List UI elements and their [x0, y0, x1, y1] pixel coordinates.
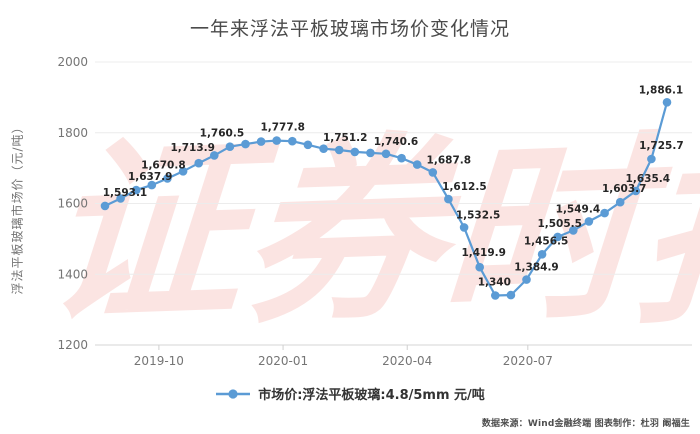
price-series-line [103, 101, 669, 297]
data-point [350, 147, 360, 157]
data-point [506, 290, 516, 300]
data-point [131, 185, 141, 195]
data-point [288, 136, 297, 146]
data-point [381, 149, 391, 159]
data-point [397, 153, 406, 163]
data-point [584, 217, 594, 226]
data-label: 1,456.5 [524, 235, 569, 247]
y-tick-label: 1400 [57, 267, 88, 281]
y-tick-label: 2000 [57, 55, 88, 69]
legend-line-marker-icon [216, 388, 251, 399]
data-label: 1,740.6 [374, 136, 419, 148]
data-point [600, 208, 609, 218]
data-point [178, 167, 188, 176]
data-point [491, 291, 500, 300]
data-point [553, 232, 562, 242]
data-point [319, 144, 328, 153]
data-label: 1,593.1 [103, 187, 148, 199]
y-tick-label: 1200 [57, 338, 88, 352]
data-point [303, 140, 313, 150]
data-point [334, 145, 344, 155]
data-point [225, 142, 235, 151]
y-tick-label: 1600 [57, 197, 88, 211]
data-label: 1,419.9 [461, 247, 506, 259]
data-point [537, 250, 547, 259]
chart-title: 一年来浮法平板玻璃市场价变化情况 [189, 18, 510, 40]
x-tick-label: 2020-07 [503, 354, 553, 368]
data-label: 1,532.5 [456, 209, 501, 221]
data-label: 1,687.8 [427, 154, 472, 166]
data-point [522, 275, 531, 284]
data-label: 1,603.7 [602, 183, 647, 195]
data-label: 1,505.5 [537, 218, 582, 230]
data-label: 1,713.9 [170, 142, 215, 154]
data-point [459, 223, 469, 232]
source-credit: 数据来源：Wind金融终端 图表制作：杜羽 阚福生 [481, 419, 690, 429]
data-point [272, 136, 282, 145]
data-point [631, 186, 641, 196]
data-point [412, 160, 422, 169]
data-label: 1,549.4 [556, 203, 601, 215]
data-point [475, 262, 485, 272]
y-tick-label: 1800 [57, 126, 88, 140]
data-label: 1,612.5 [442, 181, 487, 193]
data-point [444, 194, 453, 204]
data-point [194, 158, 203, 168]
data-label: 1,725.7 [639, 140, 684, 152]
data-label: 1,751.2 [323, 132, 368, 144]
data-point [210, 151, 219, 160]
data-point [241, 139, 250, 149]
data-point [116, 194, 125, 203]
data-point [662, 98, 672, 107]
x-tick-label: 2019-10 [134, 354, 184, 368]
data-point [615, 197, 625, 207]
data-label: 1,635.4 [626, 173, 671, 185]
data-point [428, 168, 438, 177]
x-tick-label: 2020-01 [258, 354, 308, 368]
data-point [100, 201, 110, 211]
data-label: 1,637.9 [128, 171, 173, 183]
data-label: 1,777.8 [260, 122, 305, 134]
data-point [366, 148, 375, 158]
data-label: 1,384.9 [514, 262, 559, 274]
data-point [569, 226, 578, 235]
data-label: 1,340 [478, 277, 511, 289]
data-point [147, 180, 157, 190]
data-label: 1,760.5 [200, 128, 245, 140]
data-point [163, 174, 172, 183]
x-tick-label: 2020-04 [382, 354, 432, 368]
data-point [256, 137, 266, 146]
data-label: 1,886.1 [639, 84, 684, 96]
data-point [647, 154, 656, 164]
legend: 市场价:浮法平板玻璃:4.8/5mm 元/吨 [0, 384, 700, 403]
legend-label: 市场价:浮法平板玻璃:4.8/5mm 元/吨 [258, 388, 485, 403]
data-label: 1,670.8 [141, 160, 186, 172]
